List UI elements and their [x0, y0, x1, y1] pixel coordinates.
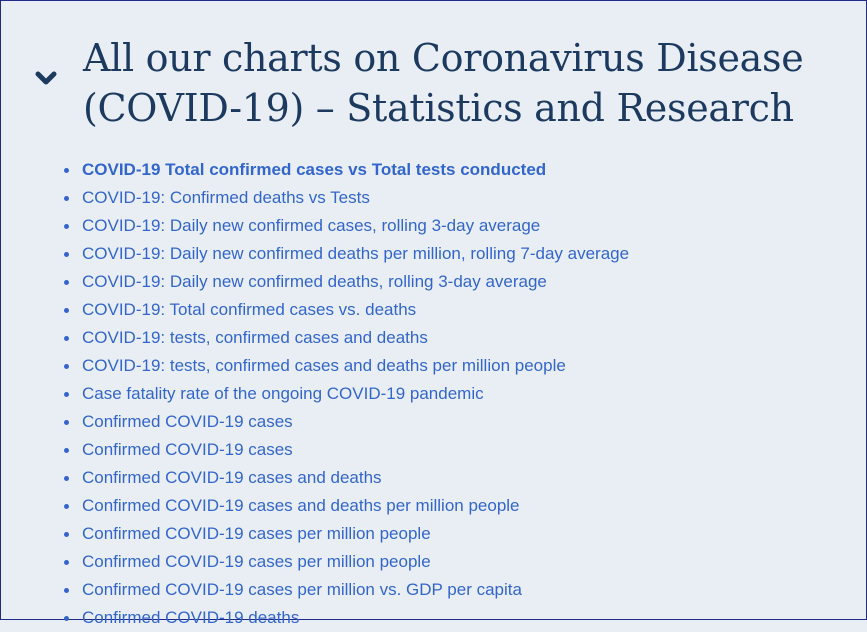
list-item: COVID-19: Daily new confirmed deaths per…: [64, 240, 862, 268]
chart-link[interactable]: COVID-19: Daily new confirmed deaths per…: [82, 244, 630, 263]
chart-link[interactable]: COVID-19: tests, confirmed cases and dea…: [82, 328, 428, 347]
chart-link[interactable]: COVID-19: Confirmed deaths vs Tests: [82, 188, 370, 207]
chart-link[interactable]: Case fatality rate of the ongoing COVID-…: [82, 384, 484, 403]
list-item: Confirmed COVID-19 cases and deaths: [64, 464, 862, 492]
list-item: COVID-19 Total confirmed cases vs Total …: [64, 156, 862, 184]
chart-link[interactable]: Confirmed COVID-19 cases: [82, 412, 293, 431]
chart-link[interactable]: Confirmed COVID-19 cases: [82, 440, 293, 459]
list-item: Confirmed COVID-19 cases per million peo…: [64, 548, 862, 576]
list-item: Confirmed COVID-19 cases: [64, 408, 862, 436]
chart-link[interactable]: Confirmed COVID-19 cases per million peo…: [82, 524, 431, 543]
chart-link[interactable]: COVID-19: Daily new confirmed deaths, ro…: [82, 272, 547, 291]
list-item: Confirmed COVID-19 cases: [64, 436, 862, 464]
list-item: COVID-19: Total confirmed cases vs. deat…: [64, 296, 862, 324]
chart-link[interactable]: Confirmed COVID-19 cases per million peo…: [82, 552, 431, 571]
list-item: COVID-19: Daily new confirmed deaths, ro…: [64, 268, 862, 296]
list-item: COVID-19: Daily new confirmed cases, rol…: [64, 212, 862, 240]
chart-link[interactable]: Confirmed COVID-19 cases and deaths: [82, 468, 382, 487]
page-title: All our charts on Coronavirus Disease (C…: [83, 36, 804, 130]
list-item: Confirmed COVID-19 deaths: [64, 604, 862, 632]
list-item: COVID-19: tests, confirmed cases and dea…: [64, 352, 862, 380]
list-item: Case fatality rate of the ongoing COVID-…: [64, 380, 862, 408]
chart-link[interactable]: COVID-19: Daily new confirmed cases, rol…: [82, 216, 541, 235]
chart-list: COVID-19 Total confirmed cases vs Total …: [1, 156, 862, 632]
chevron-down-icon[interactable]: [33, 67, 63, 93]
chart-link[interactable]: Confirmed COVID-19 cases and deaths per …: [82, 496, 520, 515]
chart-link[interactable]: COVID-19 Total confirmed cases vs Total …: [82, 160, 547, 179]
list-item: COVID-19: Confirmed deaths vs Tests: [64, 184, 862, 212]
chart-link[interactable]: COVID-19: Total confirmed cases vs. deat…: [82, 300, 417, 319]
list-item: Confirmed COVID-19 cases per million vs.…: [64, 576, 862, 604]
chart-link[interactable]: COVID-19: tests, confirmed cases and dea…: [82, 356, 566, 375]
chart-link[interactable]: Confirmed COVID-19 cases per million vs.…: [82, 580, 522, 599]
list-item: COVID-19: tests, confirmed cases and dea…: [64, 324, 862, 352]
list-item: Confirmed COVID-19 cases and deaths per …: [64, 492, 862, 520]
chart-link[interactable]: Confirmed COVID-19 deaths: [82, 608, 300, 627]
list-item: Confirmed COVID-19 cases per million peo…: [64, 520, 862, 548]
